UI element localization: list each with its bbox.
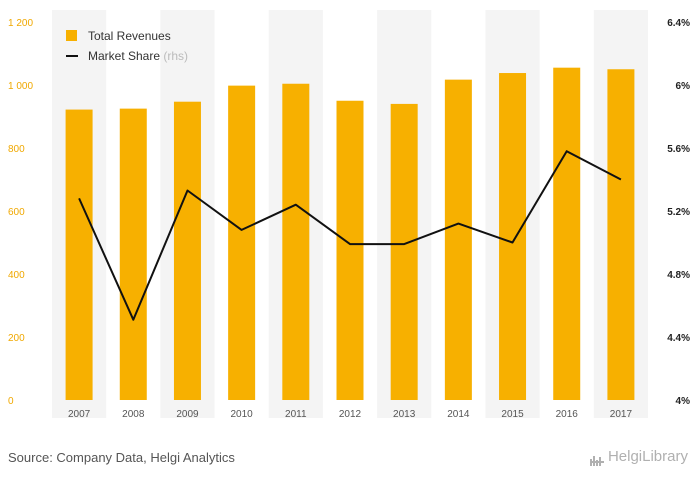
brand-name: HelgiLibrary [607,448,688,465]
right-tick-label: 6% [676,81,691,92]
bar-2008 [119,108,147,400]
x-tick-label: 2007 [68,409,91,420]
bar-2009 [173,101,201,400]
right-tick-label: 6.4% [667,18,690,29]
left-tick-label: 1 200 [8,18,33,29]
bar-2016 [553,67,581,401]
x-tick-label: 2012 [339,409,362,420]
bar-2012 [336,100,364,400]
chart: 0 200 400 600 800 1 000 1 200 4% 4.4% 4.8% 5.2% 5.… [8,10,690,420]
right-tick-label: 4% [676,396,691,407]
right-tick-label: 5.2% [667,207,690,218]
left-tick-label: 1 000 [8,81,33,92]
left-tick-label: 800 [8,144,25,155]
x-axis-ticks: 2007 2008 2009 2010 2011 2012 2013 2014 2015 2016… [68,409,633,420]
library-icon [589,449,604,466]
left-tick-label: 400 [8,270,25,281]
legend-swatch-revenues [66,30,77,41]
right-tick-label: 4.4% [667,333,690,344]
left-axis-ticks: 0 200 400 600 800 1 000 1 200 [8,18,33,407]
right-axis-ticks: 4% 4.4% 4.8% 5.2% 5.6% 6% 6.4% [667,18,690,407]
brand-logo: HelgiLibrary [589,448,688,466]
x-tick-label: 2015 [501,409,524,420]
x-tick-label: 2017 [610,409,633,420]
left-tick-label: 600 [8,207,25,218]
legend-label-market-share: Market Share [88,49,160,63]
x-tick-label: 2013 [393,409,416,420]
left-tick-label: 0 [8,396,14,407]
bar-2017 [607,69,635,400]
line-series [78,150,622,321]
legend: Total Revenues Market Share (rhs) [66,29,188,63]
legend-label-rhs: (rhs) [163,49,188,63]
source-note: Source: Company Data, Helgi Analytics [8,450,235,465]
bar-2014 [444,79,472,401]
legend-label-revenues: Total Revenues [88,29,171,43]
right-tick-label: 5.6% [667,144,690,155]
x-tick-label: 2014 [447,409,470,420]
bar-2013 [390,103,418,401]
bar-2015 [499,73,527,400]
x-tick-label: 2009 [176,409,199,420]
bar-2007 [65,109,93,400]
x-tick-label: 2008 [122,409,145,420]
x-tick-label: 2010 [231,409,254,420]
svg-text:Market Share (rhs): Market Share (rhs) [88,49,188,63]
x-tick-label: 2016 [556,409,579,420]
right-tick-label: 4.8% [667,270,690,281]
left-tick-label: 200 [8,333,25,344]
bar-series [65,67,635,401]
x-tick-label: 2011 [285,409,307,420]
bar-2011 [282,83,310,401]
bar-2010 [228,85,256,400]
